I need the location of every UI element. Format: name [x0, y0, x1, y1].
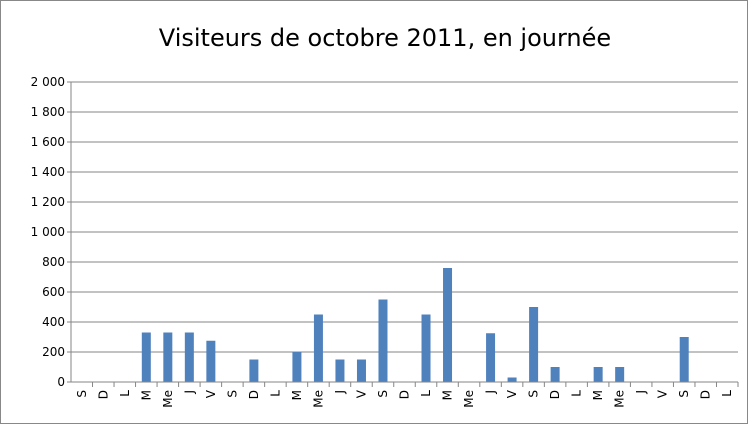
x-tick-label: L — [419, 390, 433, 397]
x-tick-label: D — [247, 390, 261, 399]
chart-title: Visiteurs de octobre 2011, en journée — [159, 24, 611, 52]
x-tick-label: V — [505, 389, 519, 398]
x-tick-label: V — [656, 389, 670, 398]
bar — [249, 359, 259, 382]
x-tick-label: J — [333, 390, 347, 395]
x-tick-label: M — [139, 390, 153, 400]
y-tick-label: 2 000 — [31, 75, 65, 89]
x-tick-label: M — [441, 390, 455, 400]
y-tick-label: 1 000 — [31, 225, 65, 239]
bar — [292, 352, 302, 382]
x-tick-label: Me — [161, 390, 175, 408]
bar — [335, 359, 345, 382]
y-tick-label: 400 — [42, 315, 65, 329]
y-tick-label: 1 200 — [31, 195, 65, 209]
x-tick-label: S — [677, 390, 691, 398]
bar — [443, 268, 453, 382]
x-tick-label: J — [182, 390, 196, 395]
x-tick-label: L — [720, 390, 734, 397]
x-tick-label: J — [484, 390, 498, 395]
bar — [356, 359, 366, 382]
y-tick-label: 1 600 — [31, 135, 65, 149]
bar — [163, 332, 173, 382]
x-tick-label: L — [118, 390, 132, 397]
x-tick-label: S — [527, 390, 541, 398]
x-tick-label: D — [96, 390, 110, 399]
bar — [679, 337, 689, 382]
bar — [486, 333, 496, 382]
x-tick-label: M — [591, 390, 605, 400]
bar — [421, 314, 431, 382]
x-tick-label: L — [268, 390, 282, 397]
x-tick-label: Me — [613, 390, 627, 408]
bar — [378, 299, 388, 382]
y-tick-label: 800 — [42, 255, 65, 269]
bar — [593, 367, 603, 382]
bar — [313, 314, 323, 382]
y-tick-label: 1 800 — [31, 105, 65, 119]
y-tick-label: 0 — [57, 375, 65, 389]
bar — [550, 367, 560, 382]
x-tick-label: V — [204, 389, 218, 398]
y-tick-label: 1 400 — [31, 165, 65, 179]
bar — [615, 367, 625, 382]
x-tick-label: D — [398, 390, 412, 399]
y-tick-label: 600 — [42, 285, 65, 299]
x-tick-label: D — [548, 390, 562, 399]
y-tick-label: 200 — [42, 345, 65, 359]
x-tick-label: Me — [311, 390, 325, 408]
x-tick-label: M — [290, 390, 304, 400]
bar — [507, 377, 517, 382]
bar — [184, 332, 194, 382]
x-tick-label: V — [354, 389, 368, 398]
bar — [529, 307, 539, 382]
x-tick-label: D — [699, 390, 713, 399]
x-tick-label: J — [634, 390, 648, 395]
bar — [141, 332, 151, 382]
x-tick-label: S — [376, 390, 390, 398]
bar — [206, 340, 216, 382]
x-tick-label: S — [75, 390, 89, 398]
x-tick-label: S — [225, 390, 239, 398]
x-tick-label: L — [570, 390, 584, 397]
x-tick-label: Me — [462, 390, 476, 408]
